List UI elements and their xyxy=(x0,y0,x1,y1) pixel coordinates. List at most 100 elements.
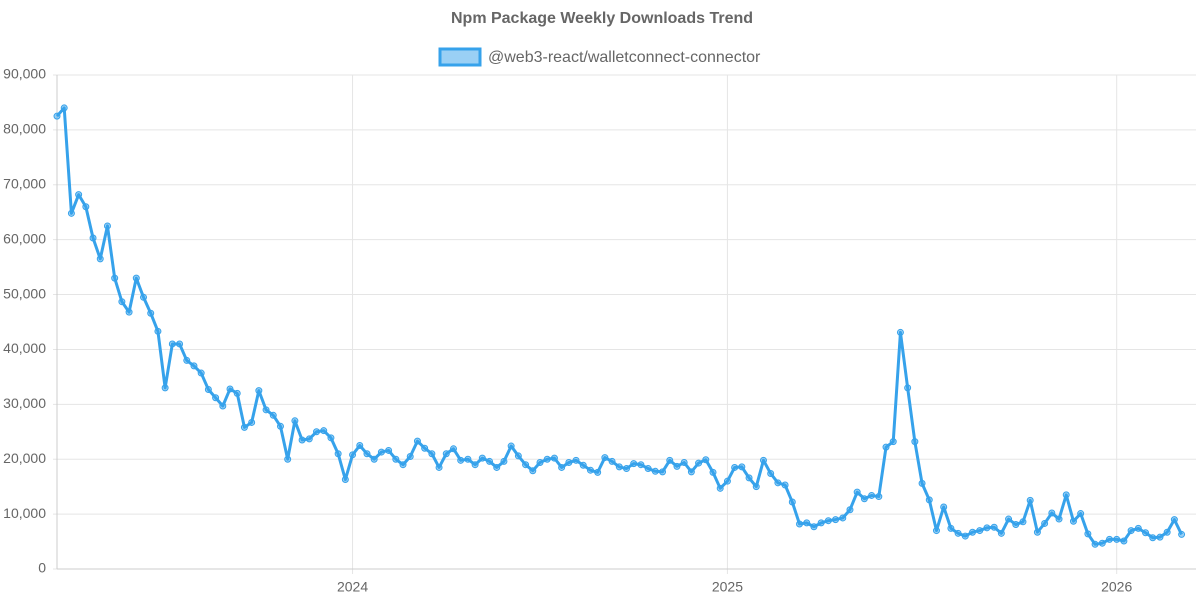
data-point xyxy=(1091,540,1099,548)
data-point xyxy=(565,459,573,467)
data-point xyxy=(125,308,133,316)
data-point xyxy=(558,463,566,471)
data-point xyxy=(1055,515,1063,523)
data-point xyxy=(904,384,912,392)
data-point xyxy=(284,455,292,463)
data-point xyxy=(212,394,220,402)
data-point xyxy=(947,524,955,532)
data-point xyxy=(233,389,241,397)
data-point xyxy=(723,477,731,485)
data-point xyxy=(334,450,342,458)
data-point xyxy=(140,293,148,301)
y-tick-label: 10,000 xyxy=(3,505,46,521)
data-point xyxy=(60,104,68,112)
data-point xyxy=(111,274,119,282)
data-point xyxy=(53,112,61,120)
data-point xyxy=(1178,530,1186,538)
data-point xyxy=(846,506,854,514)
data-point xyxy=(486,457,494,465)
chart-title: Npm Package Weekly Downloads Trend xyxy=(451,10,753,27)
data-point xyxy=(759,456,767,464)
data-point xyxy=(781,481,789,489)
y-tick-label: 50,000 xyxy=(3,285,46,301)
data-point xyxy=(248,418,256,426)
data-point xyxy=(536,459,544,467)
data-point xyxy=(860,495,868,503)
data-point xyxy=(961,532,969,540)
data-point xyxy=(1098,539,1106,547)
data-point xyxy=(190,362,198,370)
y-tick-label: 40,000 xyxy=(3,340,46,356)
data-point xyxy=(262,406,270,414)
data-point xyxy=(709,468,717,476)
data-point xyxy=(716,484,724,492)
data-point xyxy=(305,435,313,443)
data-point xyxy=(1120,537,1128,545)
data-point xyxy=(204,386,212,394)
data-point xyxy=(507,442,515,450)
data-point xyxy=(154,327,162,335)
data-point xyxy=(990,523,998,531)
data-point xyxy=(168,340,176,348)
data-point xyxy=(1149,534,1157,542)
data-point xyxy=(731,463,739,471)
data-point xyxy=(796,520,804,528)
data-point xyxy=(738,463,746,471)
y-tick-label: 20,000 xyxy=(3,450,46,466)
data-point xyxy=(817,519,825,527)
data-point xyxy=(1048,509,1056,517)
data-point xyxy=(1163,528,1171,536)
x-tick-label: 2025 xyxy=(712,579,743,595)
data-point xyxy=(255,387,263,395)
data-point xyxy=(997,529,1005,537)
data-point xyxy=(875,493,883,501)
data-point xyxy=(608,457,616,465)
data-point xyxy=(183,356,191,364)
data-point xyxy=(67,209,75,217)
data-point xyxy=(630,460,638,468)
data-point xyxy=(219,402,227,410)
data-point xyxy=(659,468,667,476)
data-point xyxy=(522,461,530,469)
data-point xyxy=(313,428,321,436)
data-point xyxy=(75,191,83,199)
data-point xyxy=(969,528,977,536)
data-point xyxy=(1142,529,1150,537)
data-point xyxy=(1170,516,1178,524)
data-point xyxy=(615,463,623,471)
data-point xyxy=(940,503,948,511)
data-point xyxy=(327,434,335,442)
data-point xyxy=(269,411,277,419)
data-point xyxy=(118,298,126,306)
data-point xyxy=(1069,517,1077,525)
data-point xyxy=(839,514,847,522)
data-point xyxy=(788,498,796,506)
data-point xyxy=(471,461,479,469)
data-point xyxy=(954,529,962,537)
data-point xyxy=(341,476,349,484)
data-point xyxy=(291,417,299,425)
data-point xyxy=(832,516,840,524)
data-point xyxy=(1134,524,1142,532)
data-point xyxy=(586,466,594,474)
data-point xyxy=(478,454,486,462)
data-point xyxy=(976,527,984,535)
data-point xyxy=(666,456,674,464)
data-point xyxy=(1156,533,1164,541)
legend-label: @web3-react/walletconnect-connector xyxy=(488,49,761,66)
data-point xyxy=(349,451,357,459)
data-point xyxy=(824,517,832,525)
data-point xyxy=(406,452,414,460)
data-point xyxy=(413,437,421,445)
data-point xyxy=(1084,530,1092,538)
data-point xyxy=(579,461,587,469)
data-point xyxy=(896,328,904,336)
data-point xyxy=(176,340,184,348)
data-point xyxy=(1012,521,1020,529)
data-point xyxy=(594,468,602,476)
data-point xyxy=(572,456,580,464)
data-point xyxy=(543,455,551,463)
data-point xyxy=(680,459,688,467)
data-point xyxy=(673,462,681,470)
